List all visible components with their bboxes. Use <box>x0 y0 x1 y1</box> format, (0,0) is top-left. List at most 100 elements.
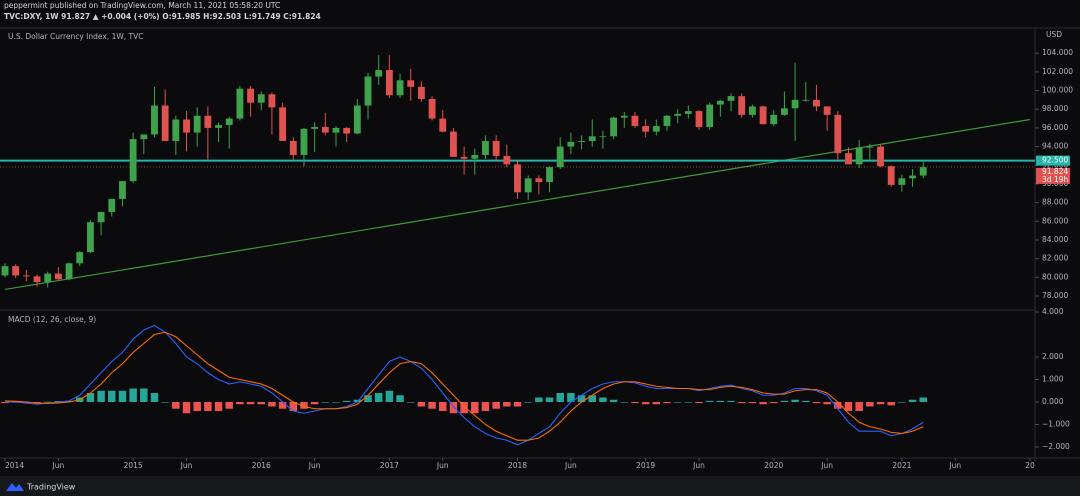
candle-body <box>375 70 383 77</box>
candle-body <box>76 252 84 264</box>
histogram-bar <box>214 401 223 411</box>
histogram-bar <box>898 401 906 403</box>
macd-title: MACD (12, 26, close, 9) <box>8 315 96 324</box>
histogram-bar <box>193 401 201 411</box>
histogram-bar <box>289 401 298 411</box>
candle-body <box>119 181 126 199</box>
footer-bar <box>0 476 1080 496</box>
histogram-bar <box>204 401 212 411</box>
candle-body <box>791 99 799 109</box>
histogram-bar <box>770 401 778 404</box>
x-tick-label: 2016 <box>252 461 271 470</box>
countdown: 3d 19h <box>1042 175 1068 184</box>
candle-body <box>353 105 361 134</box>
histogram-bar <box>855 401 863 411</box>
candle-body <box>514 164 521 193</box>
histogram-bar <box>737 401 746 404</box>
axes: 78.00080.00082.00084.00086.00088.00090.0… <box>4 48 1073 470</box>
histogram-bar <box>802 400 810 402</box>
candle-body <box>204 115 212 128</box>
histogram-bar <box>503 401 511 407</box>
candle-body <box>588 136 596 141</box>
candle-body <box>236 88 244 119</box>
candle-body <box>716 100 724 105</box>
x-tick-label: 2020 <box>764 461 783 470</box>
histogram-bar <box>332 401 340 403</box>
histogram-bar <box>620 401 629 403</box>
histogram-bar <box>748 401 757 404</box>
histogram-bar <box>118 390 127 402</box>
candle-body <box>578 140 585 142</box>
candle-body <box>610 117 618 137</box>
x-tick-label: 2018 <box>508 461 527 470</box>
y-tick-label: 96.000 <box>1042 123 1068 132</box>
histogram-bar <box>342 400 351 402</box>
candle-body <box>706 104 714 127</box>
x-tick-label: Jun <box>52 461 65 470</box>
candle-body <box>471 154 479 159</box>
candle-body <box>503 155 511 165</box>
y-tick-label: 88.000 <box>1042 198 1068 207</box>
macd-line <box>4 331 924 441</box>
candle-body <box>289 140 297 155</box>
candle-body <box>33 276 41 282</box>
histogram-bar <box>353 399 362 402</box>
candle-body <box>460 156 468 159</box>
histogram-bar <box>641 401 650 405</box>
y-tick-label: 86.000 <box>1042 216 1068 225</box>
candle-body <box>919 167 927 176</box>
macd-pane <box>1 324 927 446</box>
candle-body <box>311 126 319 129</box>
histogram-bar <box>108 390 116 402</box>
macd-line <box>5 324 924 446</box>
tradingview-logo: TradingView <box>6 483 76 492</box>
y-tick-label: 100.000 <box>1042 86 1073 95</box>
candle-body <box>642 126 650 132</box>
candle-body <box>257 94 265 103</box>
candle-body <box>407 80 415 87</box>
x-tick-label: 2019 <box>636 461 655 470</box>
histogram-bar <box>588 395 596 402</box>
histogram-bar <box>481 401 490 411</box>
candle-body <box>343 127 351 134</box>
histogram-bar <box>22 401 31 404</box>
candle-body <box>492 140 500 156</box>
candle-body <box>909 175 916 179</box>
histogram-bar <box>887 401 895 406</box>
histogram-bar <box>577 395 586 402</box>
candle-body <box>140 134 148 140</box>
last-price-box <box>1036 167 1070 184</box>
candle-body <box>482 140 489 155</box>
candle-body <box>620 115 628 118</box>
x-tick-label: 2017 <box>380 461 399 470</box>
candle-body <box>663 115 671 127</box>
candle-body <box>215 125 222 128</box>
candle-body <box>855 147 863 165</box>
histogram-bar <box>161 401 169 403</box>
candle-body <box>247 88 254 103</box>
candle-body <box>300 128 308 155</box>
histogram-bar <box>823 401 831 405</box>
x-tick-label: 2014 <box>5 461 24 470</box>
histogram-bar <box>428 401 436 409</box>
candle-body <box>364 76 372 106</box>
histogram-bar <box>780 400 789 402</box>
histogram-bar <box>300 401 308 409</box>
candle-body <box>652 126 660 132</box>
candle-body <box>65 263 73 280</box>
histogram-bar <box>545 397 554 402</box>
candle-body <box>183 119 190 133</box>
candle-body <box>428 98 436 119</box>
logo-icon <box>6 483 24 491</box>
y-tick-label: 1.000 <box>1042 375 1064 384</box>
histogram-bar <box>374 392 383 402</box>
candle-body <box>727 96 735 101</box>
histogram-bar <box>631 401 639 404</box>
candle-body <box>802 99 810 101</box>
candle-body <box>738 96 746 115</box>
histogram-bar <box>716 400 725 402</box>
histogram-bar <box>567 392 575 402</box>
candle-body <box>813 99 820 107</box>
candle-body <box>898 178 906 185</box>
